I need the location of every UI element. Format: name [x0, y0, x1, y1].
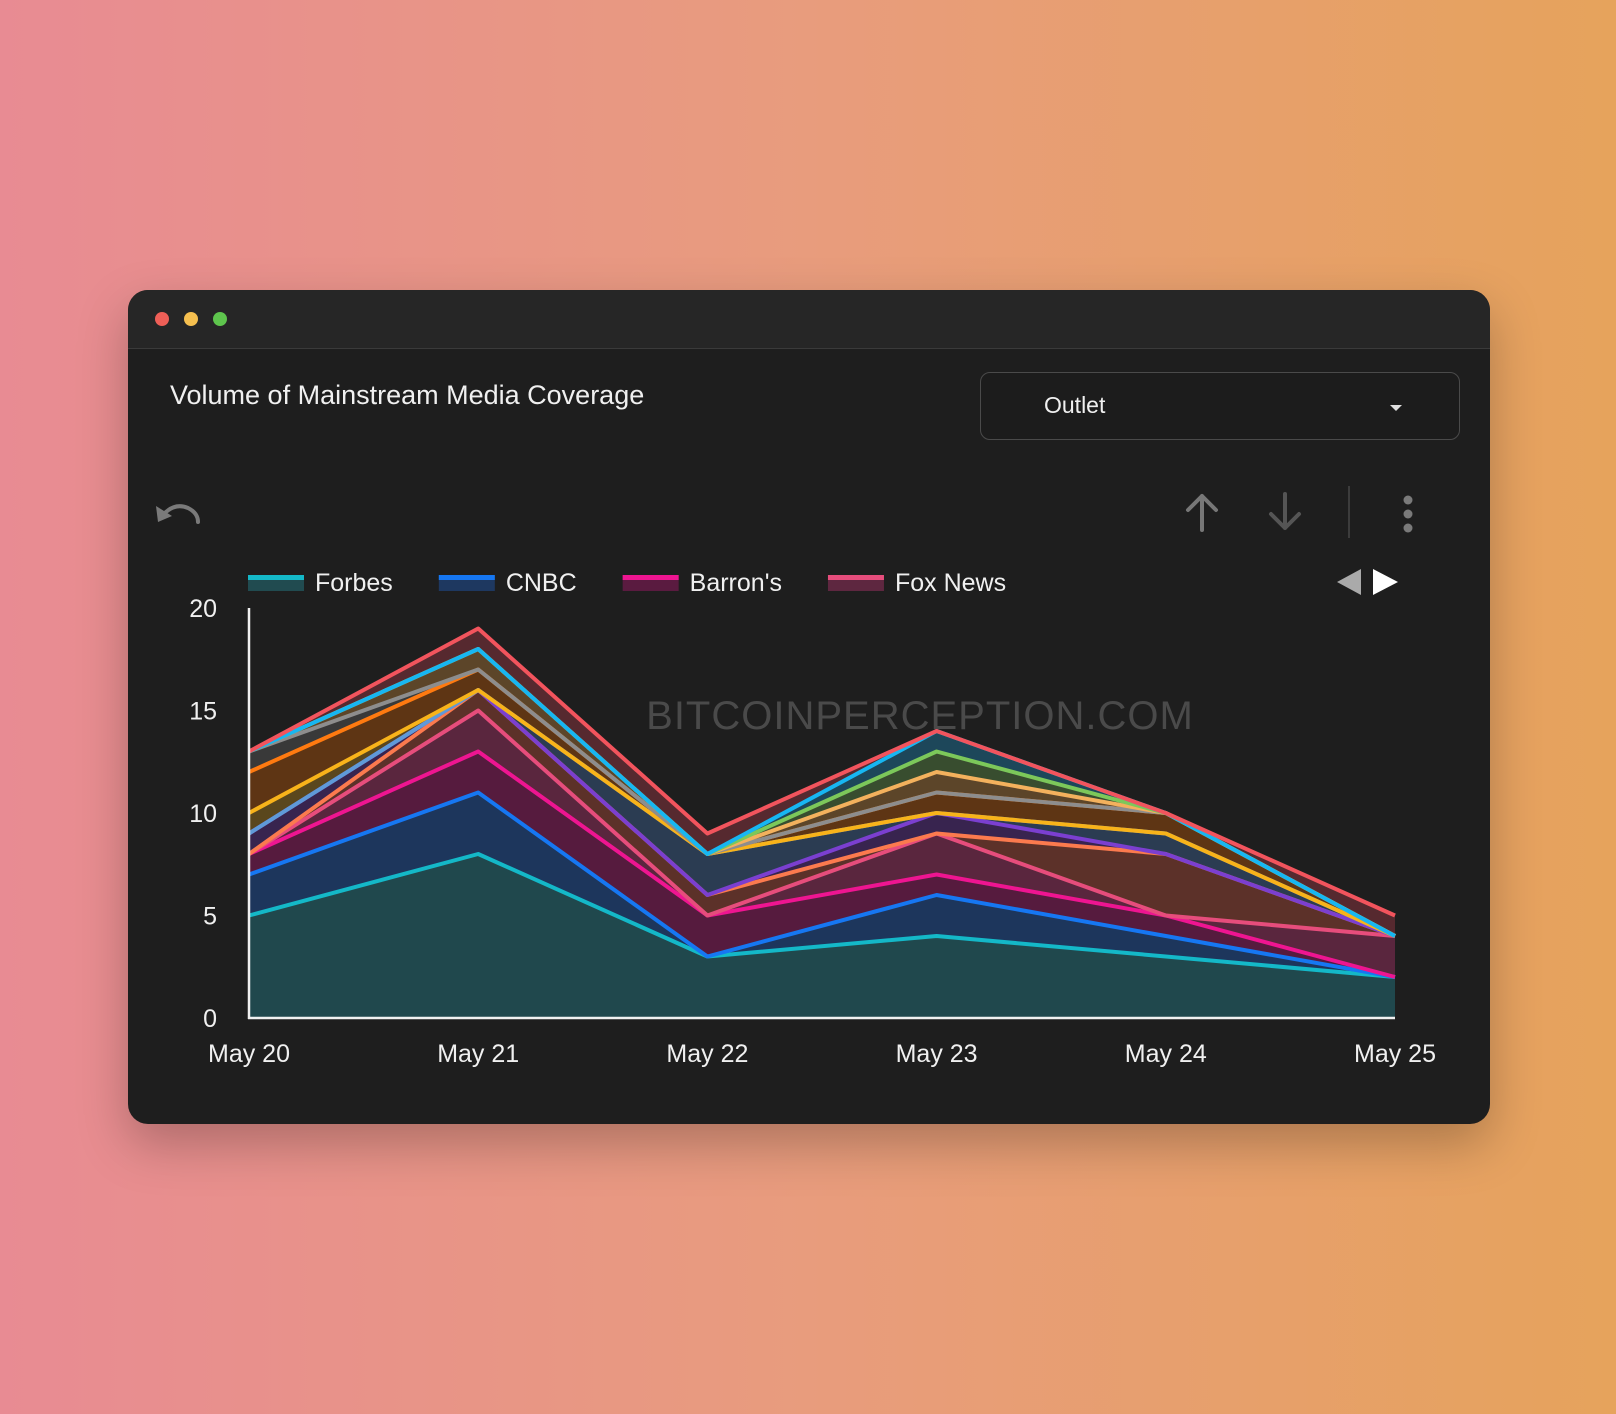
y-tick-label: 20 — [189, 595, 217, 623]
legend-swatch-line — [622, 575, 679, 580]
x-tick-label: May 24 — [1125, 1040, 1207, 1068]
area-forbes — [249, 854, 1395, 1018]
line-series-9 — [248, 667, 1396, 938]
minimize-window-button[interactable] — [184, 312, 198, 326]
outlet-dropdown[interactable]: Outlet — [980, 372, 1460, 440]
arrow-down-icon[interactable] — [1265, 490, 1305, 539]
chart-title: Volume of Mainstream Media Coverage — [170, 380, 645, 410]
area-barron-s — [249, 751, 1395, 977]
y-tick-label: 0 — [203, 1005, 217, 1033]
legend-label: Barron's — [690, 569, 782, 597]
legend-item-cnbc[interactable]: CNBC — [438, 569, 577, 597]
area-series-14 — [249, 628, 1395, 936]
maximize-window-button[interactable] — [213, 312, 227, 326]
legend-swatch-line — [827, 575, 884, 580]
y-tick-label: 15 — [189, 698, 217, 726]
line-series-11 — [248, 647, 1396, 938]
legend-label: Forbes — [315, 569, 393, 597]
line-series-14 — [248, 626, 1396, 918]
area-series-10 — [249, 669, 1395, 936]
area-series-12 — [249, 649, 1395, 936]
legend-label: Fox News — [895, 569, 1006, 597]
area-fox-news — [249, 710, 1395, 977]
app-window: Volume of Mainstream Media Coverage Outl… — [128, 290, 1490, 1124]
area-series-7 — [249, 690, 1395, 936]
line-series-10 — [248, 667, 1396, 938]
area-series-6 — [249, 690, 1395, 936]
undo-icon[interactable] — [152, 498, 202, 537]
legend-item-fox-news[interactable]: Fox News — [827, 569, 1006, 597]
y-tick-label: 5 — [203, 903, 217, 931]
line-series-13 — [248, 647, 1396, 938]
legend-item-barron-s[interactable]: Barron's — [622, 569, 782, 597]
title-bar — [128, 290, 1490, 349]
area-series-11 — [249, 649, 1395, 936]
toolbar-divider — [1348, 486, 1350, 538]
x-tick-label: May 23 — [896, 1040, 978, 1068]
next-page-icon[interactable] — [1373, 569, 1398, 595]
legend-label: CNBC — [506, 569, 577, 597]
series-layer — [247, 626, 1396, 1018]
legend-item-forbes[interactable]: Forbes — [248, 569, 393, 597]
area-series-8 — [249, 690, 1395, 936]
close-window-button[interactable] — [155, 312, 169, 326]
prev-page-icon[interactable] — [1337, 569, 1361, 595]
line-series-8 — [248, 688, 1396, 938]
legend-pager — [1337, 569, 1398, 595]
caret-down-icon — [1389, 399, 1403, 417]
line-series-12 — [248, 647, 1396, 938]
legend: Forbes CNBC Barron's Fox News — [248, 569, 1006, 597]
watermark: BITCOINPERCEPTION.COM — [646, 694, 1194, 738]
legend-swatch-line — [248, 575, 304, 580]
arrow-up-icon[interactable] — [1182, 490, 1222, 539]
legend-swatch-line — [438, 575, 495, 580]
x-tick-label: May 25 — [1354, 1040, 1436, 1068]
x-tick-label: May 20 — [208, 1040, 290, 1068]
area-series-9 — [249, 669, 1395, 936]
line-cnbc — [248, 790, 1396, 979]
line-series-7 — [247, 688, 1396, 938]
y-tick-label: 10 — [189, 800, 217, 828]
x-tick-label: May 21 — [437, 1040, 519, 1068]
line-series-6 — [247, 688, 1396, 938]
line-series-5 — [247, 688, 1396, 938]
line-fox-news — [247, 708, 1396, 938]
area-cnbc — [249, 792, 1395, 977]
area-series-13 — [249, 649, 1395, 936]
area-series-5 — [249, 690, 1395, 936]
x-tick-label: May 22 — [666, 1040, 748, 1068]
line-barron-s — [248, 749, 1396, 979]
dropdown-selected-value: Outlet — [1044, 392, 1106, 418]
line-forbes — [248, 852, 1396, 979]
more-vertical-icon[interactable] — [1402, 494, 1414, 539]
axes-layer: 0 5 10 15 20 May 20 May 21 May 22 May 23 May 24 Ma… — [189, 595, 1436, 1068]
